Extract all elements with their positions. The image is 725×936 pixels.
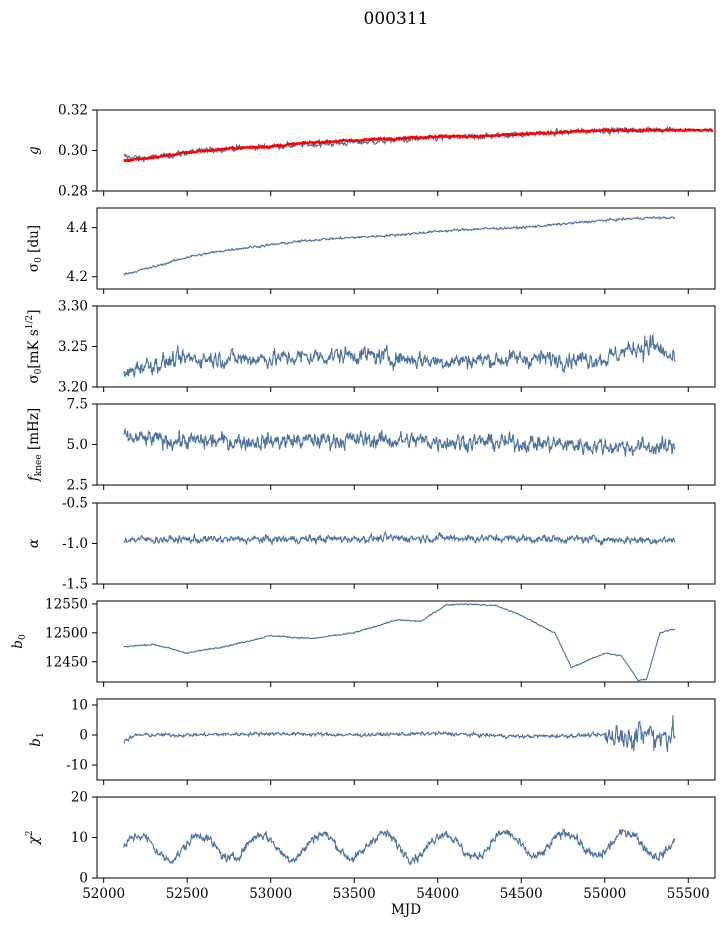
series-line-fknee: [123, 428, 676, 457]
series-line-b1: [123, 715, 676, 752]
panel-chi2: 0 10 20 52000 52500 53000 53500 54000 54500 55000…: [25, 790, 716, 918]
ytick-label: 4.4: [67, 220, 88, 236]
label-part: σ: [26, 374, 42, 383]
panel-fknee: 2.5 5.0 7.5 fknee​ [mHz]: [26, 397, 716, 494]
ytick-label: 0.30: [58, 143, 88, 159]
label-part: f: [26, 474, 42, 482]
y-axis-label-alpha: α: [26, 539, 42, 548]
label-part: σ: [26, 263, 42, 272]
ytick-label: 12500: [45, 625, 88, 641]
panels-group: 0.28 0.30 0.32 g 4.2 4.4 σ0​ [du] 3.20 3.25 3.30 σ…: [10, 103, 716, 918]
ytick-label: 20: [71, 790, 88, 806]
series-line-sigma0_mK: [123, 333, 676, 378]
label-part: knee: [34, 454, 44, 476]
ytick-label: -0.5: [62, 496, 88, 512]
figure-title: 000311: [364, 9, 429, 29]
ytick-label: 0: [79, 728, 88, 744]
ytick-label: 0.32: [58, 103, 88, 119]
y-axis-label-sigma0_mK: σ0​[mK s1/2​]: [25, 309, 44, 383]
series-line-b0: [123, 602, 676, 682]
panel-frame: [96, 305, 716, 388]
ytick-label: 10: [71, 830, 88, 846]
label-part: α: [26, 539, 42, 548]
ytick-label: 10: [71, 698, 88, 714]
panel-frame: [96, 502, 716, 585]
ytick-label: 7.5: [67, 397, 88, 413]
ytick-label: 2.5: [67, 478, 88, 494]
xtick-label: 53000: [249, 886, 292, 902]
xtick-label: 53500: [333, 886, 376, 902]
label-part: 1: [36, 732, 46, 738]
label-part: ]: [26, 309, 42, 314]
y-axis-label-b1: b1​: [28, 732, 46, 746]
xtick-label: 52500: [166, 886, 209, 902]
label-part: g: [26, 146, 42, 155]
x-axis-label: MJD: [391, 902, 421, 918]
series-line-g-fit: [123, 127, 714, 163]
ytick-label: -10: [66, 758, 88, 774]
ytick-label: 12450: [45, 654, 88, 670]
ytick-label: -1.0: [62, 536, 88, 552]
panel-frame: [96, 698, 716, 781]
xtick-label: 52000: [82, 886, 125, 902]
ytick-label: 5.0: [67, 437, 88, 453]
panel-frame: [96, 796, 716, 879]
ytick-label: 12550: [45, 596, 88, 612]
ytick-label: 3.30: [58, 299, 88, 315]
xtick-label: 54500: [500, 886, 543, 902]
y-axis-label-fknee: fknee​ [mHz]: [26, 408, 44, 482]
label-part: [mK s: [26, 329, 42, 368]
panel-alpha: -1.5 -1.0 -0.5 α: [26, 496, 716, 593]
panel-sigma0: 4.2 4.4 σ0​ [du]: [26, 207, 716, 294]
y-axis-label-g: g: [26, 146, 42, 155]
label-part: [mHz]: [26, 408, 42, 455]
panel-frame: [96, 109, 716, 192]
label-part: 0: [34, 368, 44, 374]
series-line-sigma0: [123, 215, 676, 277]
series-line-alpha: [123, 530, 676, 547]
label-part: b: [10, 640, 26, 649]
panel-g: 0.28 0.30 0.32 g: [26, 103, 716, 200]
label-part: 0: [18, 634, 28, 640]
series-line-chi2: [123, 828, 676, 866]
panel-b0: 12450 12500 12550 b0​: [10, 596, 716, 687]
y-axis-label-chi2: χ2​: [25, 831, 42, 846]
y-axis-label-sigma0: σ0​ [du]: [26, 225, 44, 272]
xtick-label: 54000: [416, 886, 459, 902]
panel-frame: [96, 207, 716, 290]
label-part: 0: [34, 257, 44, 263]
y-axis-label-b0: b0​: [10, 634, 28, 649]
panel-frame: [96, 600, 716, 683]
series-line-g: [123, 125, 676, 163]
ytick-label: 0.28: [58, 184, 88, 200]
ytick-label: 0: [79, 871, 88, 887]
ytick-label: -1.5: [62, 577, 88, 593]
ytick-label: 4.2: [67, 269, 88, 285]
label-part: χ: [26, 835, 42, 845]
label-part: 1/2: [25, 315, 35, 329]
panel-sigma0_mK: 3.20 3.25 3.30 σ0​[mK s1/2​]: [25, 299, 716, 396]
ytick-label: 3.20: [58, 380, 88, 396]
panel-b1: -10 0 10 b1​: [28, 698, 716, 785]
xtick-label: 55500: [667, 886, 710, 902]
label-part: 2: [25, 831, 35, 837]
ytick-label: 3.25: [58, 339, 88, 355]
label-part: [du]: [26, 225, 42, 257]
xtick-label: 55000: [583, 886, 626, 902]
panel-frame: [96, 403, 716, 486]
label-part: b: [28, 738, 44, 747]
